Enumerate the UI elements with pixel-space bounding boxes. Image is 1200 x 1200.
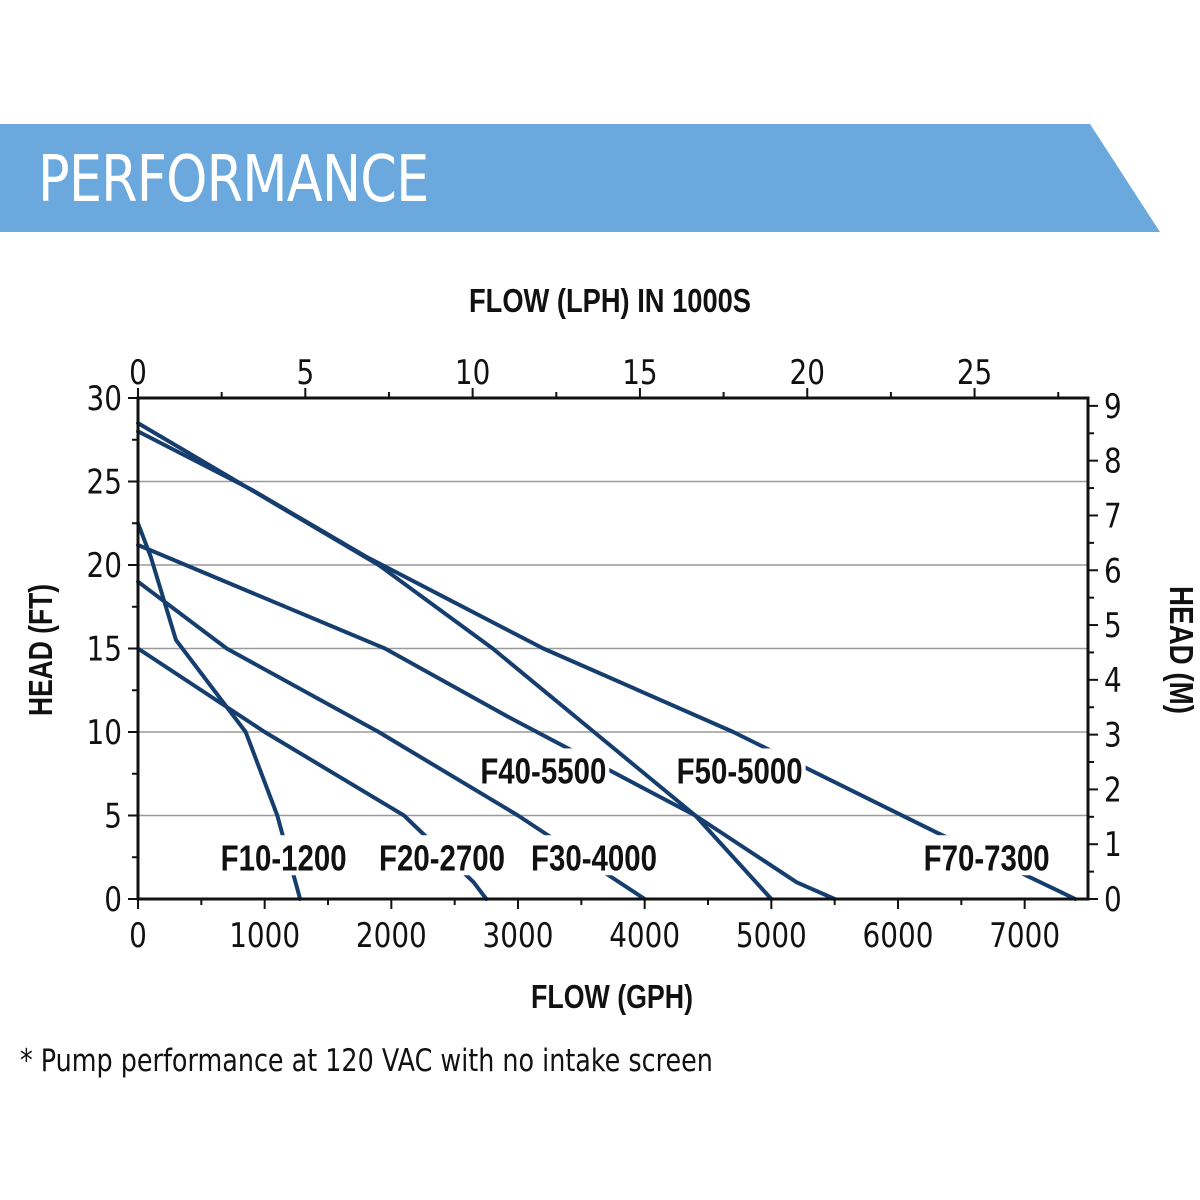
x2-tick-label-15: 15 — [622, 353, 657, 392]
pump-curves — [136, 421, 1078, 901]
footnote: * Pump performance at 120 VAC with no in… — [20, 1043, 713, 1079]
x2-tick-label-0: 0 — [129, 353, 147, 392]
series-label-f20-2700: F20-2700 — [379, 837, 505, 878]
series-label-group-f40-5500: F40-5500 — [477, 748, 610, 791]
x2-tick-label-5: 5 — [296, 353, 314, 392]
x2-axis-title: FLOW (LPH) IN 1000S — [469, 282, 751, 319]
series-label-group-f30-4000: F30-4000 — [528, 835, 660, 878]
x2-tick-label-25: 25 — [957, 353, 992, 392]
y-tick-label-25: 25 — [87, 463, 122, 502]
y-axis-title: HEAD (FT) — [22, 584, 59, 716]
y2-tick-label-1: 1 — [1104, 826, 1122, 865]
banner-title: PERFORMANCE — [38, 143, 429, 217]
x-tick-label-1000: 1000 — [229, 916, 300, 955]
series-label-bg-f20-2700 — [376, 835, 508, 876]
x-tick-label-6000: 6000 — [863, 916, 934, 955]
y2-tick-label-0: 0 — [1104, 880, 1122, 919]
y-tick-label-20: 20 — [87, 546, 122, 585]
x-tick-label-4000: 4000 — [609, 916, 680, 955]
x2-tick-label-20: 20 — [790, 353, 825, 392]
x2-tick-label-10: 10 — [455, 353, 490, 392]
series-label-bg-f70-7300 — [920, 835, 1053, 876]
series-label-group-f50-5000: F50-5000 — [673, 748, 806, 791]
y2-tick-label-7: 7 — [1104, 497, 1122, 536]
y2-tick-label-3: 3 — [1104, 716, 1122, 755]
x-tick-label-0: 0 — [129, 916, 147, 955]
y2-tick-label-2: 2 — [1104, 771, 1122, 810]
series-label-f30-4000: F30-4000 — [531, 837, 657, 878]
grid-lines — [138, 480, 1088, 817]
y2-tick-label-4: 4 — [1104, 661, 1122, 700]
curve-f70-7300 — [136, 429, 1078, 901]
y2-tick-label-9: 9 — [1104, 387, 1122, 426]
y-tick-label-10: 10 — [87, 713, 122, 752]
series-label-group-f10-1200: F10-1200 — [217, 835, 350, 878]
y2-tick-label-8: 8 — [1104, 442, 1122, 481]
x-tick-label-3000: 3000 — [483, 916, 554, 955]
series-label-f40-5500: F40-5500 — [480, 750, 606, 791]
x-tick-label-7000: 7000 — [989, 916, 1060, 955]
curve-f20-2700 — [136, 646, 489, 901]
x-axis-title: FLOW (GPH) — [531, 978, 693, 1015]
series-label-bg-f50-5000 — [673, 748, 806, 789]
banner-shape — [0, 124, 1160, 232]
y2-axis-title: HEAD (M) — [1163, 586, 1200, 714]
y-tick-label-30: 30 — [87, 379, 122, 418]
series-label-f70-7300: F70-7300 — [924, 837, 1050, 878]
series-label-bg-f30-4000 — [528, 835, 660, 876]
series-label-group-f20-2700: F20-2700 — [376, 835, 508, 878]
x-tick-label-2000: 2000 — [356, 916, 427, 955]
y2-tick-label-5: 5 — [1104, 606, 1122, 645]
y-tick-label-5: 5 — [104, 797, 122, 836]
series-label-bg-f40-5500 — [477, 748, 610, 789]
series-label-group-f70-7300: F70-7300 — [920, 835, 1053, 878]
curve-f30-4000 — [136, 579, 647, 901]
x-tick-label-5000: 5000 — [736, 916, 807, 955]
y-tick-label-0: 0 — [104, 880, 122, 919]
series-label-f50-5000: F50-5000 — [677, 750, 803, 791]
series-labels: F10-1200 F20-2700 F30-4000 F40-5500 F50-5000… — [217, 748, 1053, 878]
y2-tick-label-6: 6 — [1104, 552, 1122, 591]
banner: PERFORMANCE — [0, 0, 1200, 300]
series-label-f10-1200: F10-1200 — [221, 837, 347, 878]
curve-f50-5000 — [136, 421, 774, 901]
y-tick-label-15: 15 — [87, 630, 122, 669]
series-label-bg-f10-1200 — [217, 835, 350, 876]
banner-background — [0, 124, 1160, 232]
